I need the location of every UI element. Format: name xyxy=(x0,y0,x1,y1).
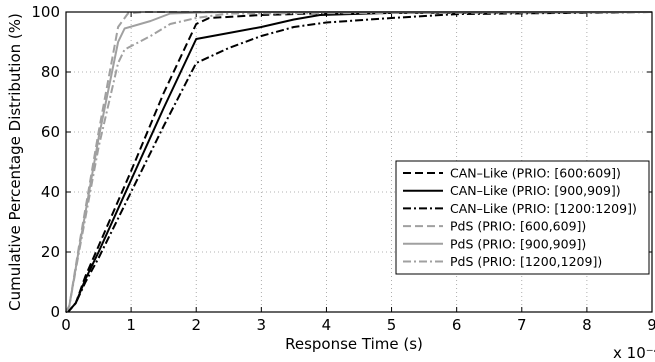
y-tick-label: 60 xyxy=(41,123,60,141)
x-tick-label: 0 xyxy=(61,316,71,334)
legend-entry-2: CAN–Like (PRIO: [900,909]) xyxy=(450,183,621,198)
x-axis-multiplier: x 10⁻⁴ xyxy=(613,344,655,362)
series-line-3 xyxy=(65,11,653,313)
y-tick-label: 100 xyxy=(31,3,60,21)
x-tick-label: 6 xyxy=(452,316,462,334)
x-tick-label: 5 xyxy=(387,316,397,334)
y-tick-label: 0 xyxy=(50,303,60,321)
plot-frame xyxy=(65,11,653,313)
legend: CAN–Like (PRIO: [600:609]) CAN–Like (PRIO… xyxy=(395,160,650,275)
x-axis-label: Response Time (s) xyxy=(285,335,423,353)
legend-entry-1: CAN–Like (PRIO: [600:609]) xyxy=(450,166,621,181)
x-tick-label: 1 xyxy=(126,316,136,334)
x-tick-label: 9 xyxy=(647,316,655,334)
y-tick-label: 20 xyxy=(41,243,60,261)
x-tick-label: 4 xyxy=(322,316,332,334)
y-tick-label: 40 xyxy=(41,183,60,201)
legend-entry-4: PdS (PRIO: [600,609]) xyxy=(450,219,586,234)
x-tick-label: 8 xyxy=(582,316,592,334)
legend-entry-5: PdS (PRIO: [900,909]) xyxy=(450,236,586,251)
y-tick-label: 80 xyxy=(41,63,60,81)
x-tick-label: 2 xyxy=(191,316,201,334)
x-tick-label: 3 xyxy=(257,316,267,334)
legend-box xyxy=(395,160,650,275)
legend-entry-3: CAN–Like (PRIO: [1200:1209]) xyxy=(450,201,637,216)
series-line-6 xyxy=(65,11,653,313)
x-tick-label: 7 xyxy=(517,316,527,334)
y-axis-label: Cumulative Percentage Distribution (%) xyxy=(6,13,24,311)
legend-entry-6: PdS (PRIO: [1200,1209]) xyxy=(450,254,602,269)
